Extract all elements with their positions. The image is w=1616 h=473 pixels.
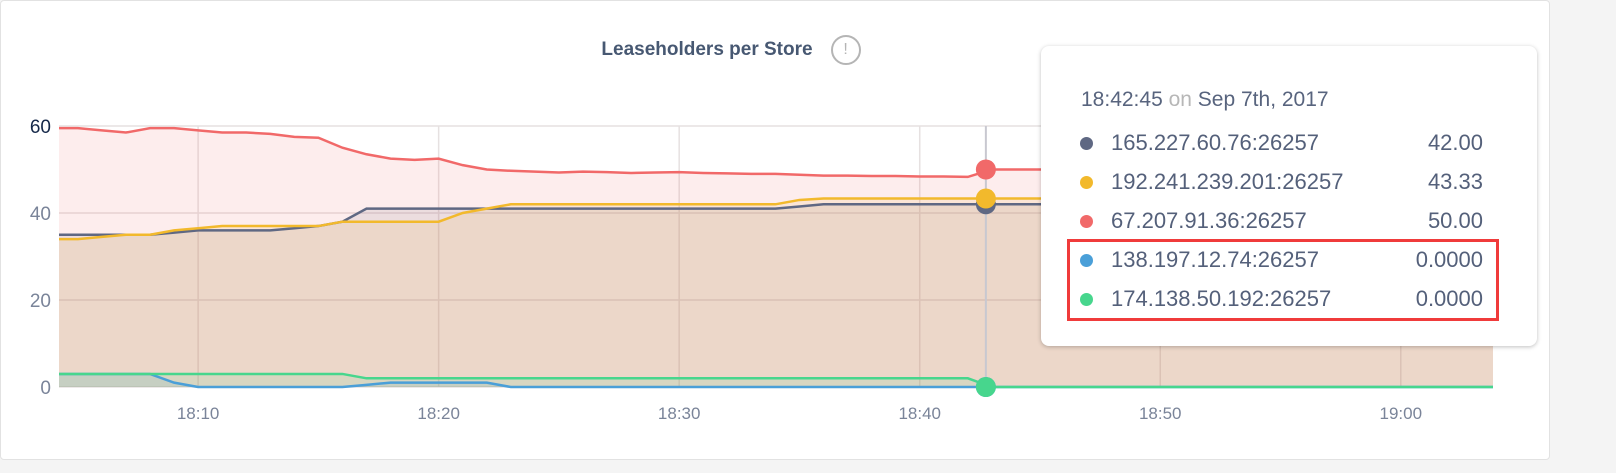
hover-point [975,188,996,209]
tooltip-series-value: 0.0000 [1415,286,1483,311]
tooltip-timestamp: 18:42:45 on Sep 7th, 2017 [1081,88,1329,112]
series-dot-icon [1080,254,1093,267]
highlight-box [1067,239,1499,321]
tooltip-row: 138.197.12.74:26257 0.0000 [1075,241,1483,281]
chart-title-text: Leaseholders per Store [601,39,813,61]
tooltip-date: Sep 7th, 2017 [1197,88,1329,111]
x-tick-label: 18:40 [898,404,941,423]
tooltip-series-name: 138.197.12.74:26257 [1111,247,1319,272]
series-line [59,372,1493,389]
y-tick-label: 40 [30,204,51,225]
tooltip-series-name: 165.227.60.76:26257 [1111,130,1319,155]
series-dot-icon [1080,176,1093,189]
y-tick-label: 60 [30,117,51,138]
tooltip-series-value: 43.33 [1427,169,1483,194]
x-tick-label: 19:00 [1380,404,1423,423]
tooltip-row: 67.207.91.36:26257 50.00 [1075,202,1483,242]
tooltip-series-name: 174.138.50.192:26257 [1111,286,1332,311]
tooltip-on: on [1168,88,1192,111]
tooltip: 18:42:45 on Sep 7th, 2017 165.227.60.76:… [1041,46,1537,346]
series-dot-icon [1080,137,1093,150]
x-tick-label: 18:50 [1139,404,1182,423]
tooltip-series-value: 42.00 [1427,130,1483,155]
hover-point [975,159,996,180]
x-tick-label: 18:10 [177,404,220,423]
y-tick-label: 20 [30,291,51,312]
x-tick-label: 18:30 [658,404,701,423]
series-dot-icon [1080,215,1093,228]
tooltip-series-value: 0.0000 [1415,247,1483,272]
series-dot-icon [1080,293,1093,306]
tooltip-series-name: 67.207.91.36:26257 [1111,208,1307,233]
tooltip-series-name: 192.241.239.201:26257 [1111,169,1344,194]
tooltip-time: 18:42:45 [1081,88,1163,111]
tooltip-row: 192.241.239.201:26257 43.33 [1075,163,1483,203]
chart-card: Leaseholders per Store! 0 20 40 60 18:10 18:2… [0,0,1550,460]
y-tick-label: 0 [40,378,51,399]
info-icon[interactable]: ! [830,35,861,65]
tooltip-series-value: 50.00 [1427,208,1483,233]
tooltip-row: 174.138.50.192:26257 0.0000 [1075,280,1483,320]
x-tick-label: 18:20 [417,404,460,423]
hover-point [975,377,996,397]
chart-title: Leaseholders per Store! [1,35,1461,65]
tooltip-row: 165.227.60.76:26257 42.00 [1075,124,1483,164]
